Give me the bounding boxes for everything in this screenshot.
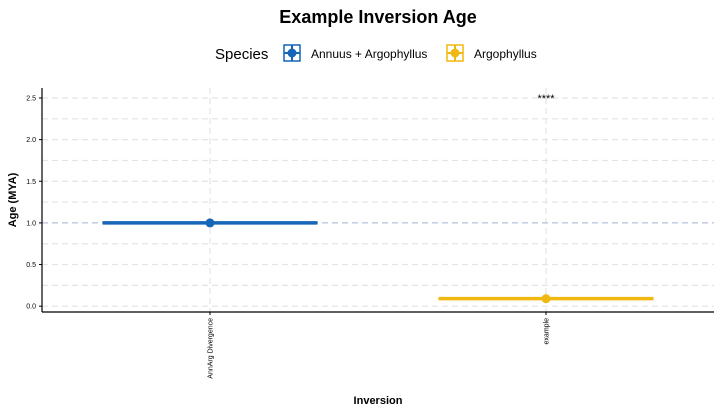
x-axis-title: Inversion xyxy=(354,395,403,407)
legend-key-point xyxy=(450,48,460,58)
y-tick-label: 2.5 xyxy=(26,95,36,102)
legend-label: Argophyllus xyxy=(474,47,537,61)
x-tick-label: AnnArg Divergence xyxy=(208,318,215,379)
legend-entry-argophyllus: Argophyllus xyxy=(446,44,537,62)
legend-entry-annuus-argophyllus: Annuus + Argophyllus xyxy=(283,44,427,62)
legend-label: Annuus + Argophyllus xyxy=(311,47,427,61)
y-tick-label: 1.5 xyxy=(26,179,36,186)
legend-title: Species xyxy=(215,46,268,63)
y-tick-label: 0.0 xyxy=(26,304,36,311)
legend-key-point xyxy=(287,48,297,58)
y-tick-label: 0.5 xyxy=(26,262,36,269)
x-tick-label: example xyxy=(544,318,551,345)
significance-annotation: **** xyxy=(537,93,555,105)
data-point xyxy=(205,218,215,228)
chart-title: Example Inversion Age xyxy=(279,7,476,27)
plot-area: 0.0 0.5 1.0 1.5 2.0 2.5 AnnArg Divergence examp… xyxy=(26,88,714,379)
y-tick-label: 1.0 xyxy=(26,220,36,227)
legend: Species Annuus + Argophyllus Argophyllus xyxy=(215,44,537,63)
y-axis-title: Age (MYA) xyxy=(7,172,19,227)
data-point xyxy=(541,294,551,304)
y-tick-label: 2.0 xyxy=(26,137,36,144)
